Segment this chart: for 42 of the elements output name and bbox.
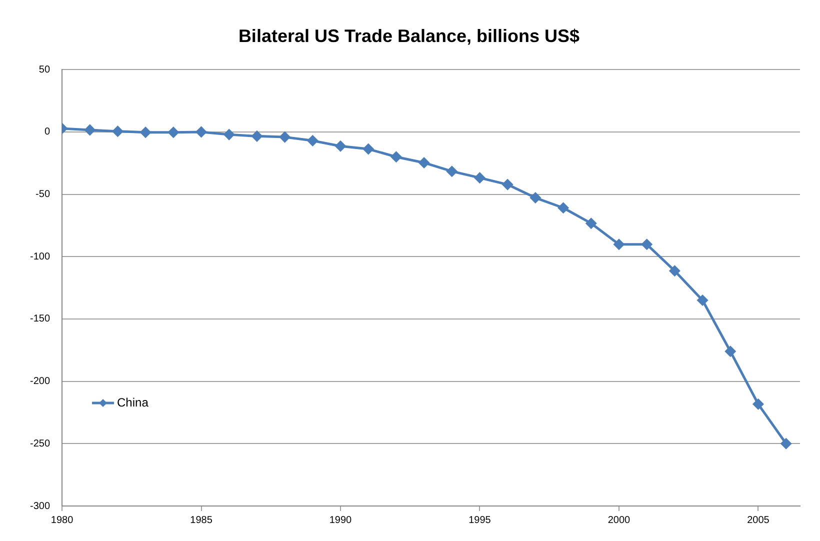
point bbox=[112, 126, 123, 137]
point bbox=[530, 192, 541, 204]
x-tick-label: 1995 bbox=[468, 514, 492, 526]
point bbox=[307, 135, 318, 146]
chart-title: Bilateral US Trade Balance, billions US$ bbox=[238, 26, 580, 46]
point bbox=[446, 166, 458, 177]
x-tick-label: 2000 bbox=[608, 514, 631, 526]
x-tick-label: 2005 bbox=[747, 514, 770, 526]
point bbox=[502, 179, 513, 190]
point bbox=[196, 126, 207, 138]
y-tick-label: -50 bbox=[36, 189, 50, 200]
point bbox=[669, 266, 680, 276]
point bbox=[252, 130, 262, 142]
point bbox=[418, 157, 430, 168]
x-tick-label: 1980 bbox=[50, 514, 74, 526]
y-tick-label: -250 bbox=[30, 438, 50, 450]
point bbox=[140, 127, 151, 138]
point bbox=[84, 124, 96, 136]
point bbox=[614, 239, 624, 250]
point bbox=[558, 202, 569, 214]
y-tick-label: -300 bbox=[30, 500, 50, 512]
point bbox=[725, 346, 736, 357]
y-tick-label: -100 bbox=[30, 251, 50, 262]
point bbox=[697, 295, 708, 306]
x-tick-label: 1985 bbox=[190, 514, 213, 526]
point bbox=[224, 129, 234, 140]
point bbox=[363, 144, 374, 154]
x-tick-label: 1990 bbox=[329, 514, 352, 526]
point bbox=[474, 172, 485, 184]
point bbox=[280, 132, 290, 142]
point bbox=[586, 218, 596, 229]
point bbox=[335, 140, 346, 152]
legend-label: China bbox=[117, 395, 149, 410]
y-tick-label: 0 bbox=[44, 126, 50, 138]
y-tick-label: 50 bbox=[38, 64, 50, 76]
point bbox=[780, 438, 792, 449]
point bbox=[752, 398, 764, 410]
point bbox=[642, 239, 652, 250]
y-tick-label: -200 bbox=[30, 376, 50, 388]
y-tick-label: -150 bbox=[30, 314, 50, 325]
point bbox=[168, 127, 179, 138]
point bbox=[390, 152, 402, 162]
